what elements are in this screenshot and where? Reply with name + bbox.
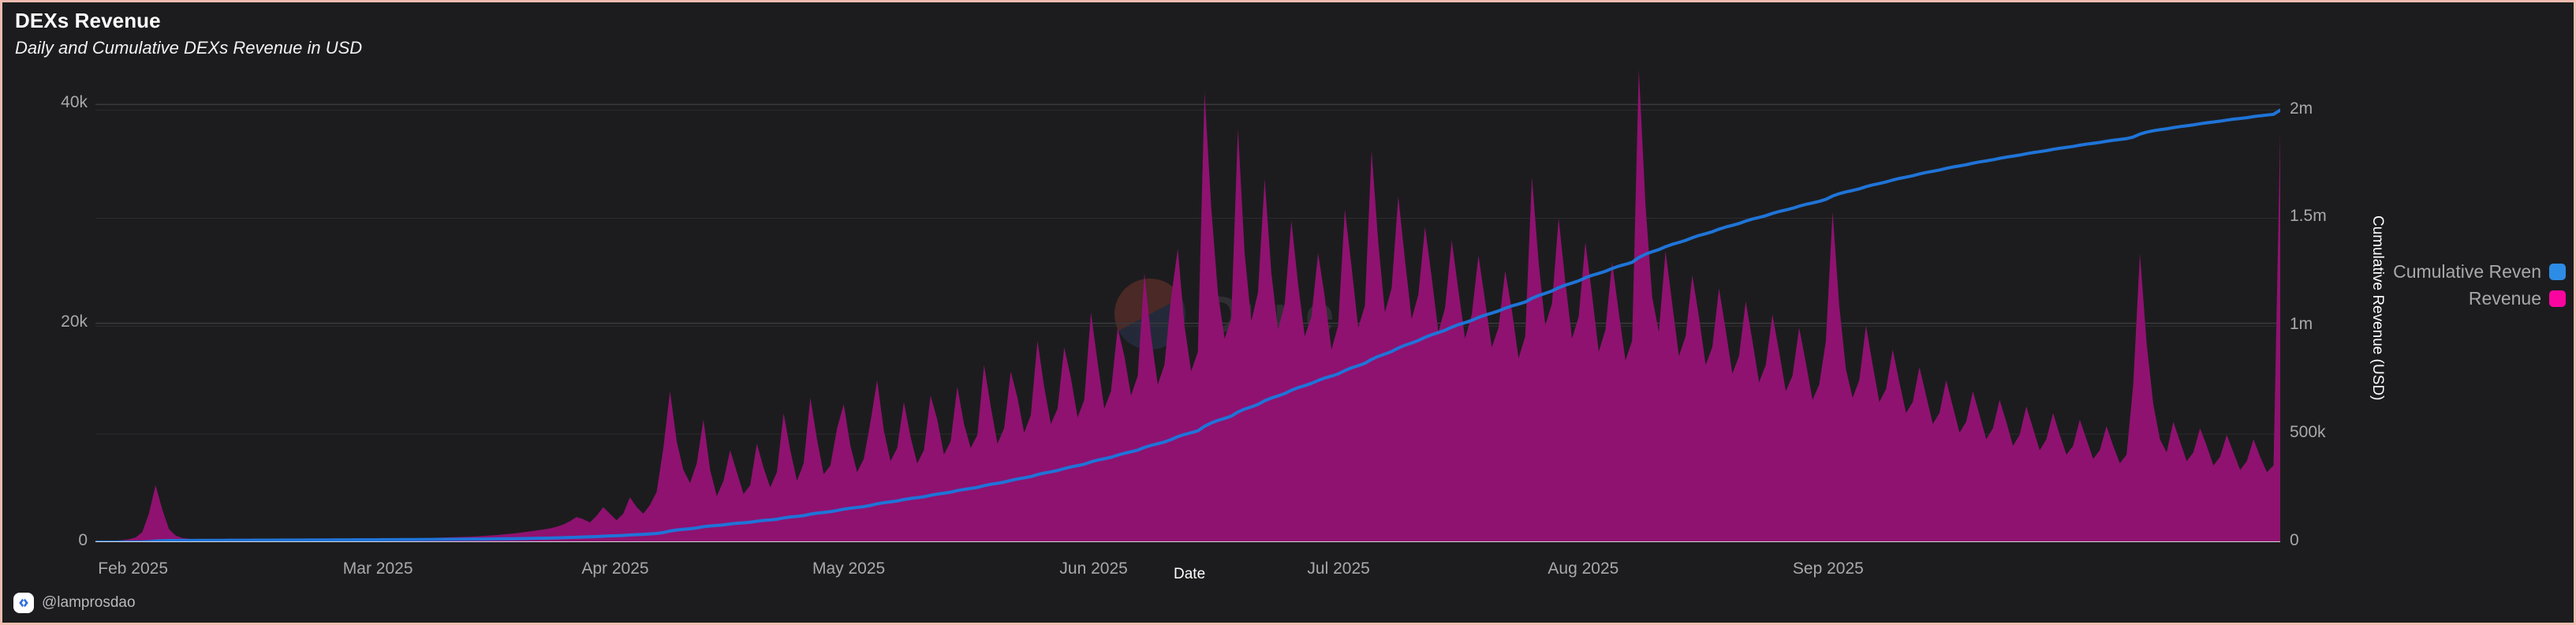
legend-item-label: Cumulative Reven xyxy=(2393,260,2541,282)
footer-handle: @lamprosdao xyxy=(42,594,136,611)
x-axis-tick: Aug 2025 xyxy=(1547,560,1619,578)
legend-item[interactable]: Cumulative Reven xyxy=(2313,258,2566,285)
y-axis-left: 0 20k 40k xyxy=(2,2,88,623)
legend-item[interactable]: Revenue xyxy=(2313,285,2566,312)
code-brackets-icon xyxy=(13,593,34,613)
x-axis-tick: Apr 2025 xyxy=(581,560,649,578)
footer: @lamprosdao xyxy=(13,593,136,613)
y-axis-right-tick: 1.5m xyxy=(2290,207,2327,226)
plot-area xyxy=(95,50,2280,542)
chart-subtitle: Daily and Cumulative DEXs Revenue in USD xyxy=(15,38,363,58)
page-title: DEXs Revenue xyxy=(15,9,161,32)
legend-color-swatch xyxy=(2549,263,2566,280)
chart-header: DEXs Revenue Daily and Cumulative DEXs R… xyxy=(15,9,961,59)
y-axis-right-tick: 1m xyxy=(2290,315,2313,334)
legend-item-label: Revenue xyxy=(2468,287,2541,309)
x-axis-tick: Feb 2025 xyxy=(98,560,169,578)
x-axis-tick: Mar 2025 xyxy=(342,560,413,578)
y-axis-left-tick: 20k xyxy=(61,312,88,331)
y-axis-right-tick: 500k xyxy=(2290,423,2326,442)
y-axis-right-tick: 0 xyxy=(2290,531,2299,549)
chart-legend: Cumulative Reven Revenue xyxy=(2313,258,2566,312)
x-axis-tick: Jun 2025 xyxy=(1059,560,1128,578)
y-axis-left-tick: 40k xyxy=(61,93,88,112)
chart-canvas xyxy=(95,69,2280,542)
x-axis-title: Date xyxy=(1174,566,1206,582)
y-axis-right-tick: 2m xyxy=(2290,99,2313,118)
x-axis-tick: May 2025 xyxy=(812,560,886,578)
x-axis-tick: Sep 2025 xyxy=(1792,560,1864,578)
y-axis-left-tick: 0 xyxy=(78,531,88,549)
revenue-area-series xyxy=(95,69,2280,542)
x-axis-tick: Jul 2025 xyxy=(1307,560,1370,578)
y-axis-right: 0 500k 1m 1.5m 2m xyxy=(2290,2,2384,623)
cumulative-line-series xyxy=(95,108,2280,542)
legend-color-swatch xyxy=(2549,290,2566,307)
